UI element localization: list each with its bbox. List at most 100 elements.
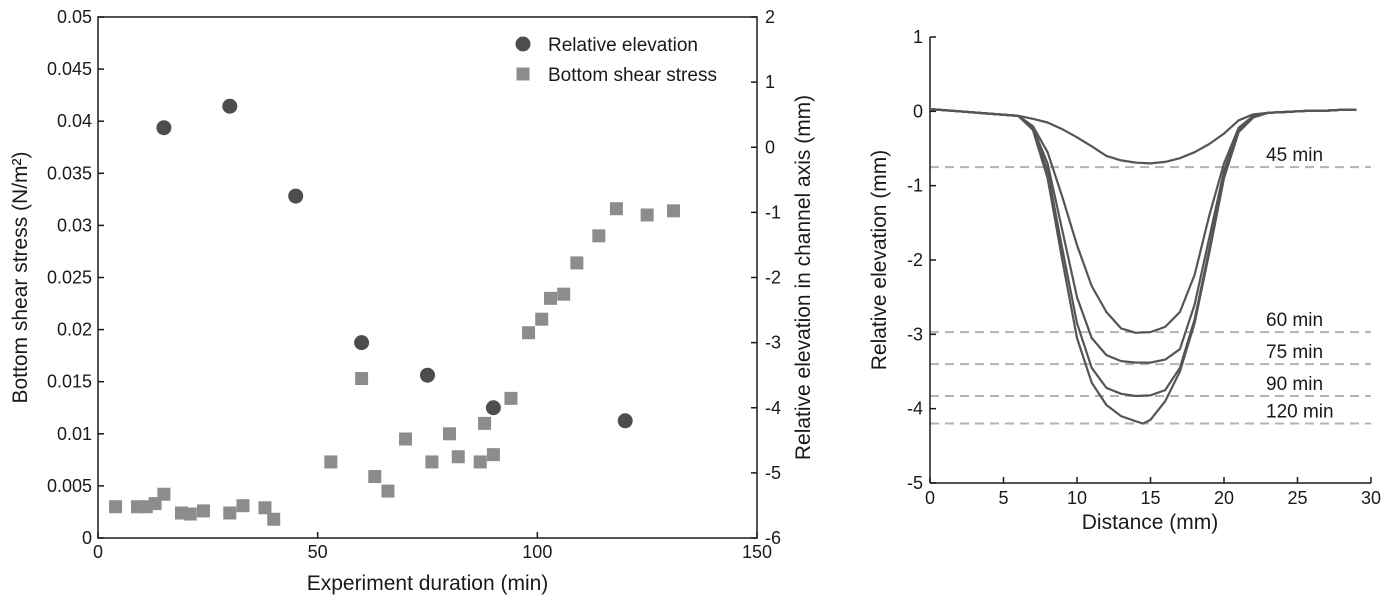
y-tick-label: -3: [907, 324, 923, 344]
x-tick-label: 0: [93, 542, 103, 562]
y2-tick-label: -5: [765, 463, 781, 483]
y-tick-label: 0.04: [57, 111, 92, 131]
shear-stress-point: [236, 499, 250, 513]
y-tick-label: 0.015: [47, 372, 92, 392]
x-tick-label: 20: [1214, 488, 1234, 508]
shear-stress-point: [478, 416, 492, 430]
y-tick-label: -5: [907, 473, 923, 493]
shear-stress-point: [109, 500, 123, 514]
shear-elevation-chart: 0 0.005 0.01 0.015 0.02 0.025 0.03 0.035 0.04 0.0…: [9, 7, 815, 595]
x-tick-label: 150: [742, 542, 772, 562]
profile-label-120-min: 120 min: [1266, 402, 1334, 423]
y-tick-label: 0.02: [57, 320, 92, 340]
profile-label-45-min: 45 min: [1266, 145, 1323, 166]
shear-stress-point: [592, 229, 606, 243]
profile-label-75-min: 75 min: [1266, 342, 1323, 363]
y-tick-label: 0.035: [47, 163, 92, 183]
profile-labels: 45 min 60 min 75 min 90 min 120 min: [1266, 145, 1334, 422]
shear-stress-point: [544, 291, 558, 305]
shear-stress-point: [196, 504, 210, 518]
right-y-axis-label: Relative elevation in channel axis (mm): [792, 95, 815, 460]
y-tick-label: 0.01: [57, 424, 92, 444]
y-tick-label: 0.005: [47, 476, 92, 496]
profile-label-60-min: 60 min: [1266, 310, 1323, 331]
x-tick-label: 10: [1067, 488, 1087, 508]
shear-stress-point: [504, 391, 518, 405]
y-tick-label: 0.03: [57, 215, 92, 235]
y-tick-label: -4: [907, 399, 923, 419]
y-tick-label: 0.045: [47, 59, 92, 79]
y-tick-label: 0: [82, 528, 92, 548]
y-tick-label: 0.05: [57, 7, 92, 27]
shear-stress-point: [157, 487, 171, 501]
x-axis-label: Distance (mm): [1082, 511, 1219, 534]
x-tick-label: 25: [1287, 488, 1307, 508]
left-y-axis-label: Bottom shear stress (N/m²): [9, 151, 32, 403]
relative-elevation-point: [420, 367, 435, 383]
y-tick-label: -2: [907, 250, 923, 270]
y2-tick-label: -6: [765, 528, 781, 548]
shear-stress-point: [640, 208, 654, 222]
shear-stress-point: [183, 507, 197, 521]
shear-stress-point: [667, 204, 681, 218]
relative-elevation-point: [354, 335, 370, 351]
shear-stress-point: [425, 455, 439, 469]
legend-label-bottom-shear-stress: Bottom shear stress: [548, 65, 717, 86]
y-tick-label: 0: [913, 101, 923, 121]
x-tick-label: 0: [925, 488, 935, 508]
profile-line-60-min: [929, 108, 1357, 334]
shear-stress-point: [368, 470, 382, 484]
y2-tick-label: -3: [765, 333, 781, 353]
y-axis-label: Relative elevation (mm): [868, 150, 891, 371]
shear-stress-point: [473, 455, 487, 469]
shear-stress-point: [258, 501, 272, 515]
shear-stress-point: [267, 512, 281, 526]
relative-elevation-point: [222, 98, 238, 114]
elevation-profile-chart: -5 -4 -3 -2 -1 0 1 0 5 10 15 20 25 30 45 min 60 min 75…: [868, 27, 1381, 534]
shear-stress-point: [399, 432, 413, 446]
x-tick-label: 50: [308, 542, 328, 562]
x-axis-label: Experiment duration (min): [307, 572, 549, 595]
profile-line-120-min: [929, 108, 1357, 425]
y-tick-label: -1: [907, 176, 923, 196]
reference-lines: [930, 166, 1371, 425]
shear-stress-point: [557, 287, 571, 301]
x-axis: 0 5 10 15 20 25 30: [925, 477, 1381, 508]
shear-stress-point: [355, 372, 369, 386]
y2-tick-label: 0: [765, 137, 775, 157]
legend-label-relative-elevation: Relative elevation: [548, 35, 698, 56]
relative-elevation-point: [156, 120, 172, 136]
shear-stress-point: [486, 448, 500, 462]
profile-label-90-min: 90 min: [1266, 374, 1323, 395]
x-tick-label: 100: [522, 542, 552, 562]
shear-stress-point: [451, 450, 465, 464]
y2-tick-label: 1: [765, 72, 775, 92]
shear-stress-point: [609, 202, 623, 216]
x-tick-label: 5: [998, 488, 1008, 508]
legend-circle-marker: [515, 36, 531, 52]
shear-stress-point: [535, 312, 549, 326]
left-y-axis: 0 0.005 0.01 0.015 0.02 0.025 0.03 0.035 0.04 0.0…: [47, 7, 104, 548]
y2-tick-label: 2: [765, 7, 775, 27]
relative-elevation-point: [288, 188, 304, 204]
shear-stress-point: [570, 256, 584, 270]
legend: Relative elevation Bottom shear stress: [515, 35, 717, 86]
right-y-axis: -6 -5 -4 -3 -2 -1 0 1 2: [751, 7, 781, 548]
y2-tick-label: -4: [765, 398, 781, 418]
shear-stress-point: [324, 455, 338, 469]
y-tick-label: 1: [913, 27, 923, 47]
y2-tick-label: -2: [765, 268, 781, 288]
y-axis: -5 -4 -3 -2 -1 0 1: [907, 27, 936, 493]
shear-stress-point: [442, 427, 456, 441]
x-axis: 0 50 100 150: [93, 532, 772, 562]
shear-stress-point: [223, 506, 237, 520]
profile-lines: [929, 108, 1357, 425]
legend-square-marker: [516, 67, 530, 81]
relative-elevation-point: [485, 400, 501, 416]
shear-stress-point: [522, 326, 536, 340]
relative-elevation-series: [156, 98, 633, 429]
bottom-shear-stress-series: [109, 202, 681, 526]
shear-stress-point: [381, 484, 395, 498]
x-tick-label: 30: [1361, 488, 1381, 508]
